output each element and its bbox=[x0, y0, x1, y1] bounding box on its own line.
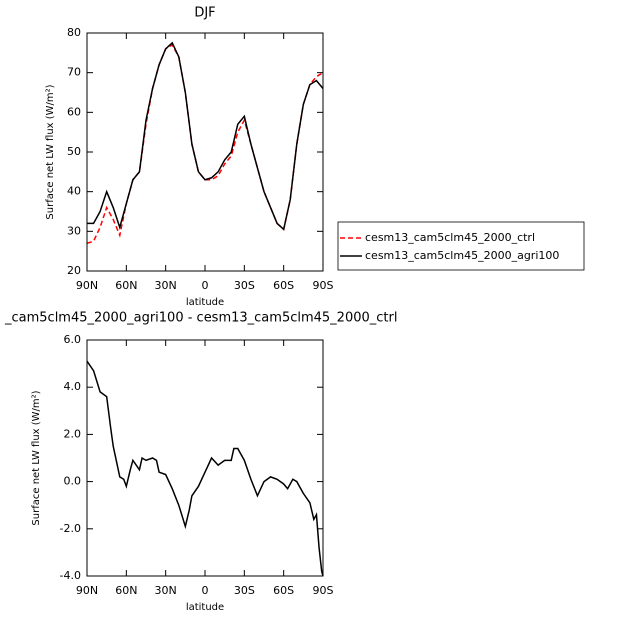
x-tick-label: 30N bbox=[155, 584, 177, 597]
y-tick-label: 4.0 bbox=[64, 380, 82, 393]
y-axis-label: Surface net LW flux (W/m²) bbox=[45, 84, 56, 219]
y-tick-label: 20 bbox=[67, 264, 81, 277]
y-tick-label: 60 bbox=[67, 105, 81, 118]
x-tick-label: 90S bbox=[313, 279, 334, 292]
y-tick-label: 70 bbox=[67, 66, 81, 79]
y-tick-label: -2.0 bbox=[60, 522, 81, 535]
data-line bbox=[87, 41, 324, 231]
x-tick-label: 90N bbox=[76, 584, 98, 597]
x-tick-label: 30S bbox=[234, 279, 255, 292]
plot-frame bbox=[86, 32, 324, 272]
y-tick-label: 6.0 bbox=[64, 333, 82, 346]
x-tick-label: 90S bbox=[313, 584, 334, 597]
x-tick-label: 60N bbox=[115, 279, 137, 292]
x-tick-label: 30S bbox=[234, 584, 255, 597]
y-tick-label: 40 bbox=[67, 185, 81, 198]
legend-label: cesm13_cam5clm45_2000_agri100 bbox=[365, 249, 559, 262]
legend-box bbox=[337, 221, 585, 271]
data-line bbox=[86, 360, 324, 577]
y-tick-label: -4.0 bbox=[60, 569, 81, 582]
x-tick-label: 60S bbox=[273, 279, 294, 292]
y-tick-label: 50 bbox=[67, 145, 81, 158]
y-tick-label: 80 bbox=[67, 26, 81, 39]
x-tick-label: 30N bbox=[155, 279, 177, 292]
x-axis-label: latitude bbox=[186, 602, 224, 613]
y-tick-label: 0.0 bbox=[64, 475, 82, 488]
x-tick-label: 0 bbox=[202, 584, 209, 597]
y-axis-label: Surface net LW flux (W/m²) bbox=[31, 390, 42, 525]
x-axis-label: latitude bbox=[186, 297, 224, 308]
chart-title: DJF bbox=[194, 6, 215, 21]
x-tick-label: 60S bbox=[273, 584, 294, 597]
x-tick-label: 0 bbox=[202, 279, 209, 292]
y-tick-label: 30 bbox=[67, 224, 81, 237]
chart-title: _cam5clm45_2000_agri100 - cesm13_cam5clm… bbox=[4, 311, 397, 326]
x-tick-label: 90N bbox=[76, 279, 98, 292]
legend-label: cesm13_cam5clm45_2000_ctrl bbox=[365, 231, 535, 244]
x-tick-label: 60N bbox=[115, 584, 137, 597]
plot-frame bbox=[86, 339, 324, 577]
y-tick-label: 2.0 bbox=[64, 427, 82, 440]
